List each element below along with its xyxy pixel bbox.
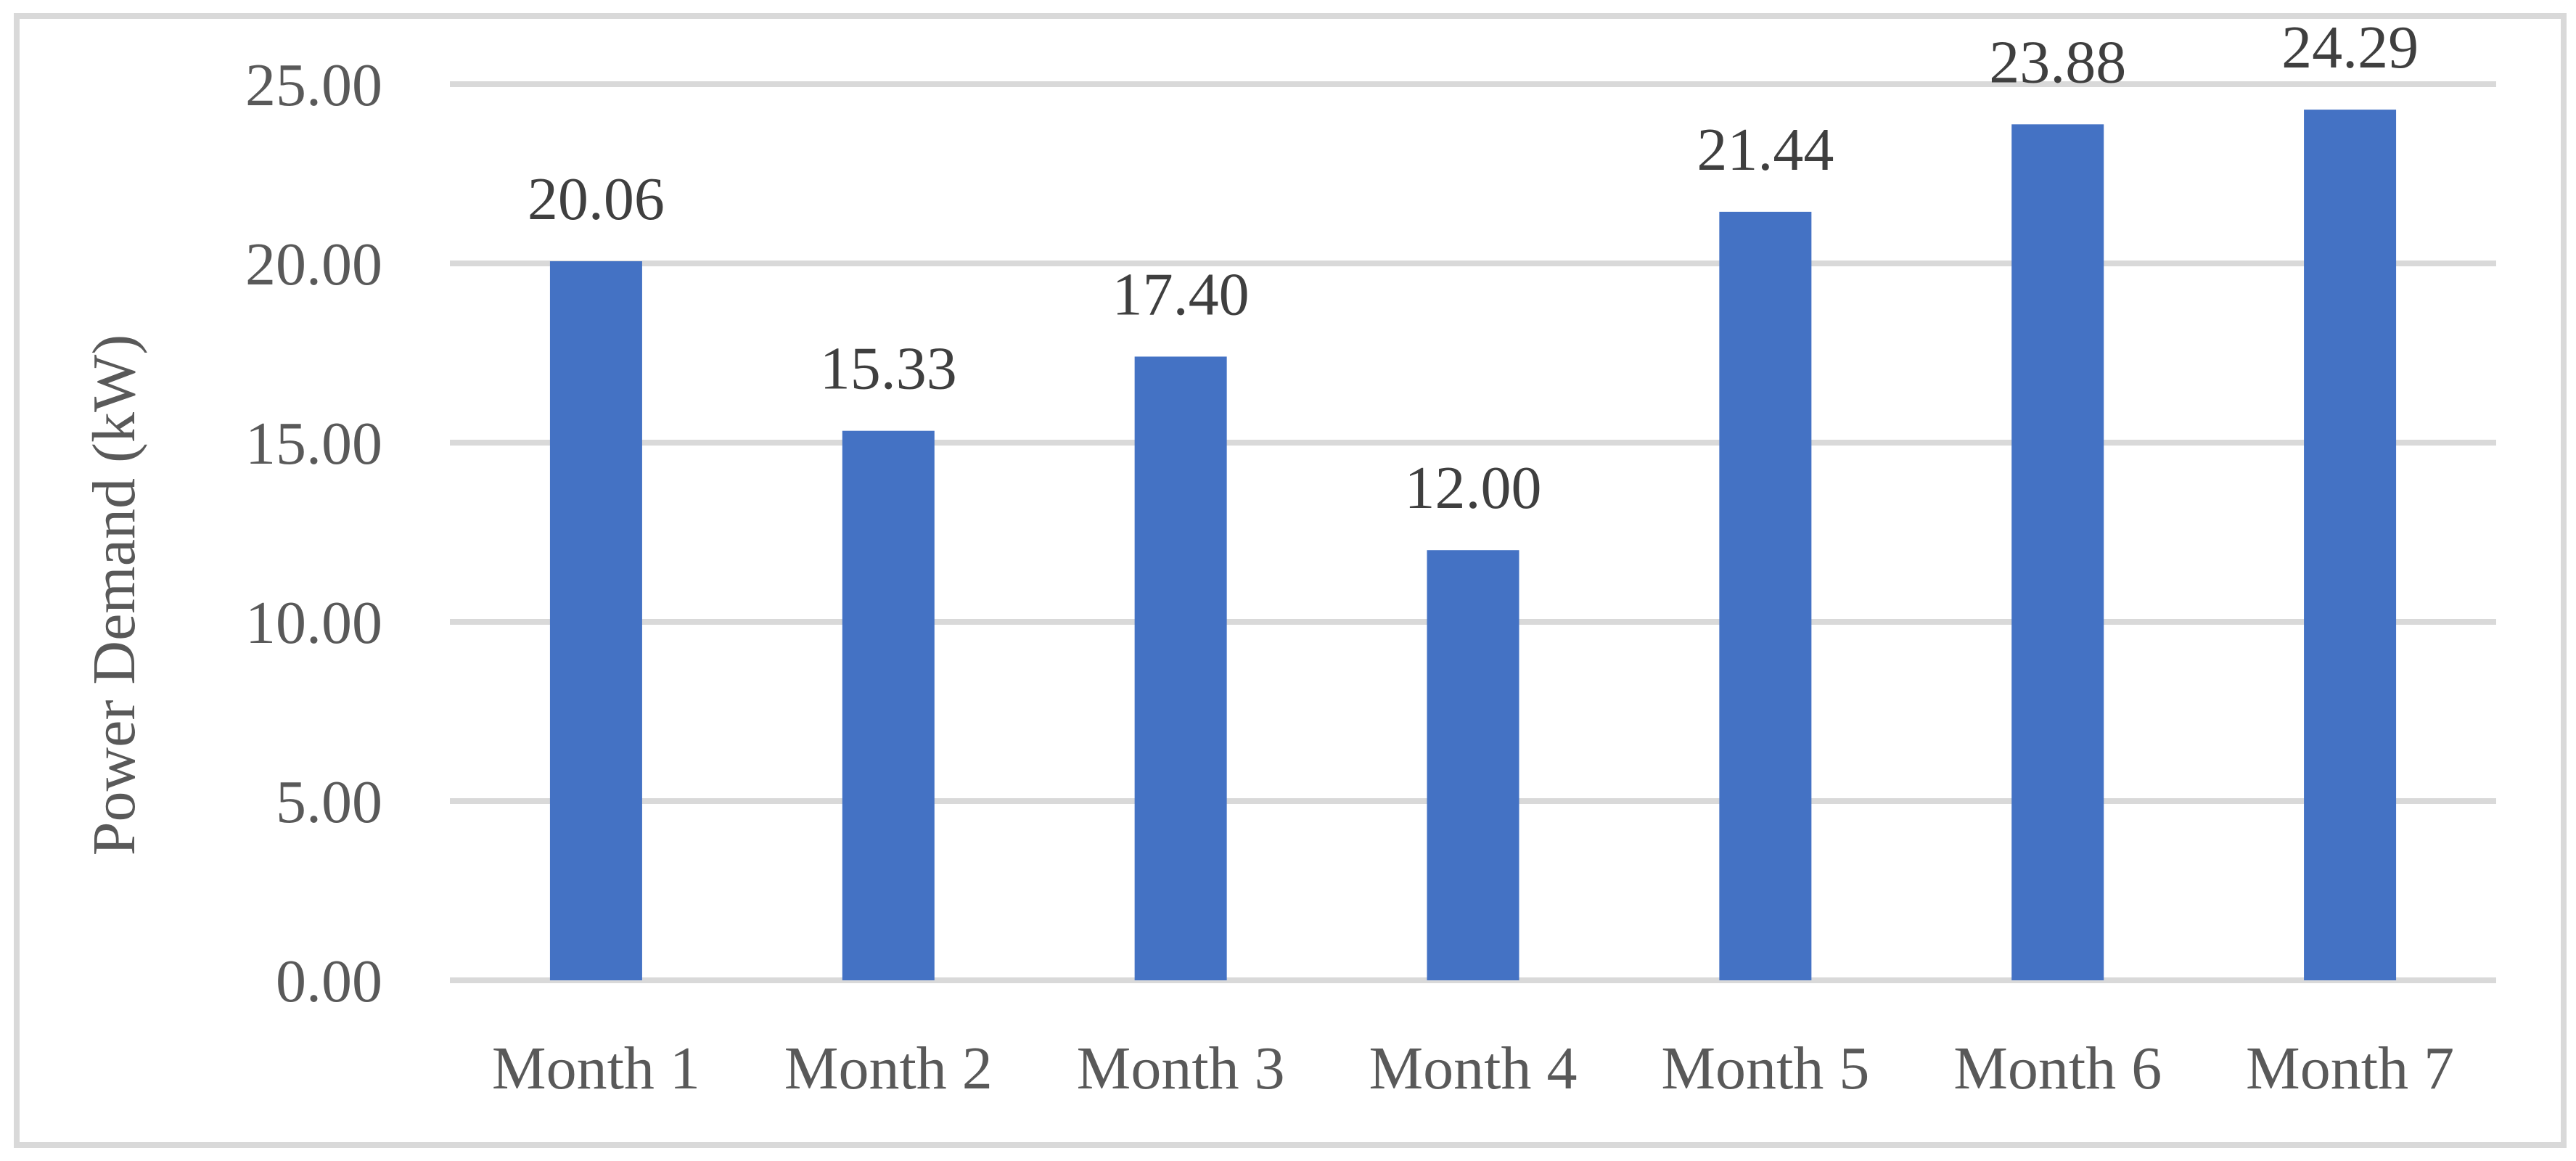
y-tick-label: 0.00 (276, 948, 382, 1015)
bar-value-label: 20.06 (528, 165, 665, 233)
y-tick-label: 5.00 (276, 768, 382, 836)
y-axis-title: Power Demand (kW) (81, 335, 148, 856)
y-tick-label: 15.00 (245, 410, 382, 477)
category-label: Month 1 (492, 1035, 700, 1102)
bar-month-7 (2304, 110, 2397, 981)
bar-value-label: 24.29 (2281, 14, 2419, 81)
bar-month-2 (842, 430, 935, 980)
y-tick-label: 20.00 (245, 231, 382, 298)
bar-value-label: 15.33 (820, 335, 957, 403)
category-label: Month 4 (1369, 1035, 1577, 1102)
category-label: Month 5 (1661, 1035, 1869, 1102)
bar-value-label: 17.40 (1112, 260, 1250, 328)
category-label: Month 3 (1077, 1035, 1285, 1102)
bar-month-3 (1134, 356, 1227, 980)
y-tick-label: 25.00 (245, 52, 382, 119)
category-label: Month 7 (2246, 1035, 2454, 1102)
bar-month-4 (1427, 550, 1519, 980)
bar-value-label: 12.00 (1405, 454, 1542, 522)
category-label: Month 2 (784, 1035, 993, 1102)
bar-month-5 (1719, 211, 1812, 980)
bar-month-1 (549, 261, 642, 980)
bar-value-label: 23.88 (1989, 28, 2126, 96)
bar-month-6 (2011, 124, 2104, 980)
y-tick-label: 10.00 (245, 589, 382, 657)
category-label: Month 6 (1953, 1035, 2162, 1102)
chart-border (14, 13, 2567, 1148)
bar-value-label: 21.44 (1697, 116, 1834, 184)
